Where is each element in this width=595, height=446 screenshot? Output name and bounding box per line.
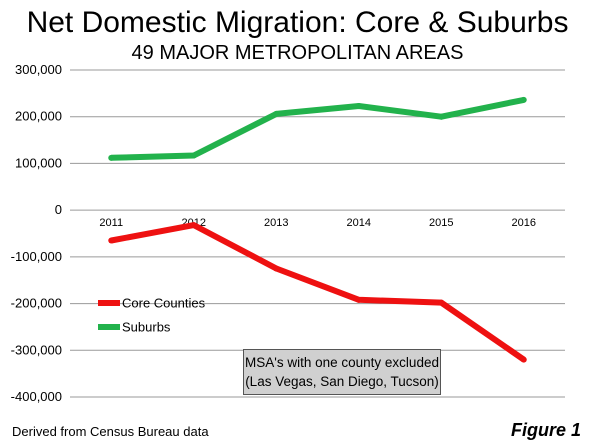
- annotation-box: MSA's with one county excluded (Las Vega…: [243, 349, 441, 395]
- y-tick-label: -200,000: [11, 296, 62, 311]
- legend-label: Core Counties: [122, 296, 206, 311]
- x-tick-label: 2016: [512, 217, 536, 229]
- series-line-suburbs: [111, 96, 525, 161]
- legend-label: Suburbs: [122, 320, 171, 335]
- chart-title: Net Domestic Migration: Core & Suburbs: [26, 6, 569, 39]
- data-point: [438, 299, 445, 306]
- data-point: [520, 96, 527, 103]
- annotation-line-2: (Las Vegas, San Diego, Tucson): [245, 374, 439, 389]
- data-point: [520, 356, 527, 363]
- data-point: [438, 113, 445, 120]
- data-point: [273, 265, 280, 272]
- x-tick-label: 2013: [264, 217, 288, 229]
- y-tick-label: -300,000: [11, 342, 62, 357]
- figure-label: Figure 1: [510, 420, 581, 440]
- data-point: [355, 102, 362, 109]
- data-point: [108, 154, 115, 161]
- y-tick-label: 200,000: [15, 109, 62, 124]
- x-tick-label: 2014: [347, 217, 371, 229]
- chart-subtitle: 49 MAJOR METROPOLITAN AREAS: [131, 42, 464, 64]
- y-tick-label: 100,000: [15, 155, 62, 170]
- data-point: [273, 110, 280, 117]
- annotation-line-1: MSA's with one county excluded: [245, 355, 439, 370]
- x-tick-label: 2011: [99, 217, 123, 229]
- y-tick-label: 0: [55, 202, 62, 217]
- data-point: [190, 152, 197, 159]
- series-lines: [108, 96, 527, 363]
- y-tick-label: -100,000: [11, 249, 62, 264]
- y-tick-labels: 300,000 200,000 100,000 0 -100,000 -200,000 -3…: [11, 62, 62, 404]
- y-tick-label: 300,000: [15, 62, 62, 77]
- source-note: Derived from Census Bureau data: [12, 424, 209, 439]
- legend: Core Counties Suburbs: [98, 296, 206, 335]
- x-tick-label: 2015: [429, 217, 453, 229]
- x-tick-labels: 201120122013201420152016: [99, 217, 536, 229]
- series-line-core-counties: [110, 222, 526, 363]
- y-tick-label: -400,000: [11, 389, 62, 404]
- data-point: [190, 222, 197, 229]
- data-point: [355, 296, 362, 303]
- data-point: [108, 237, 115, 244]
